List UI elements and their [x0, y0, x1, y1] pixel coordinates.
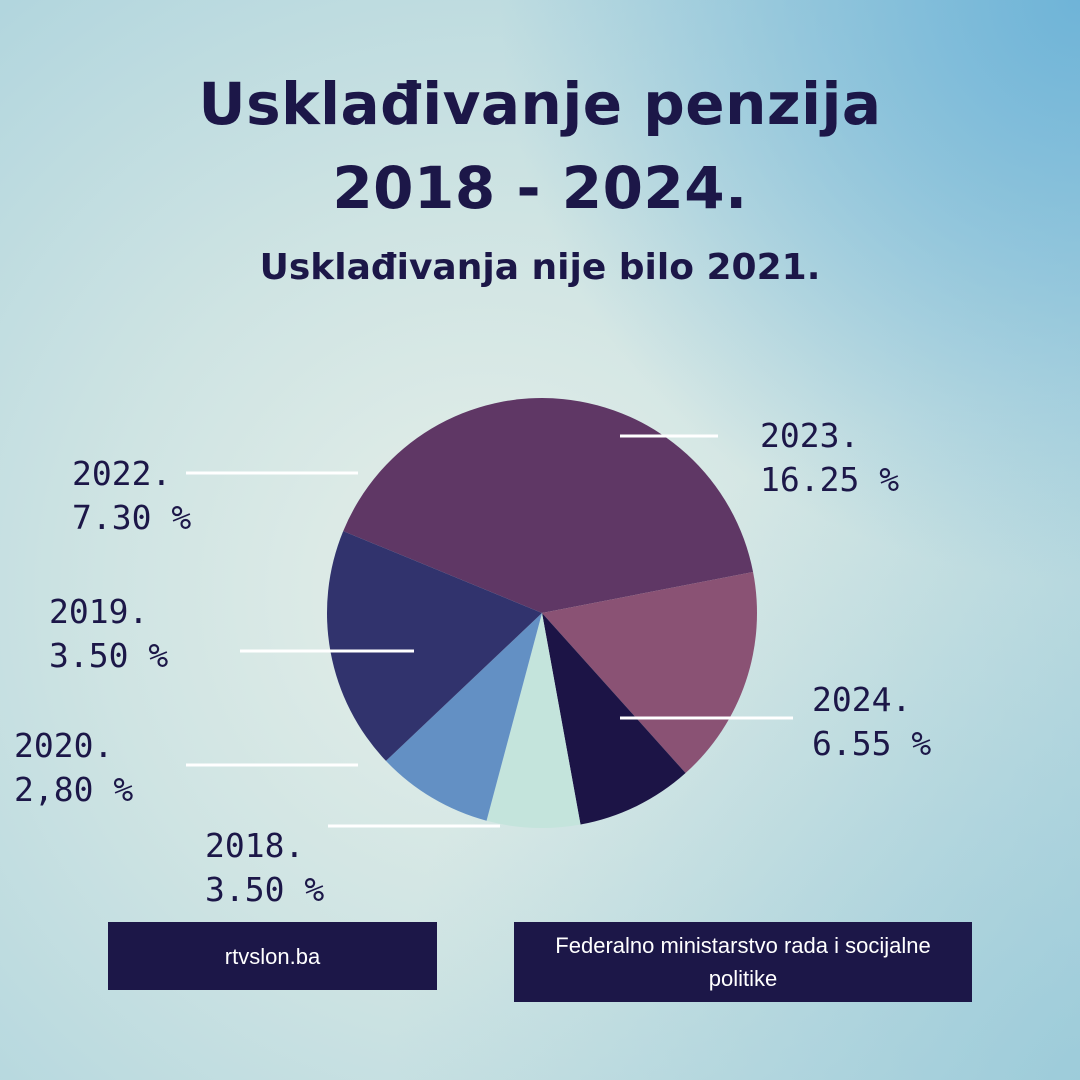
slice-label-value: 3.50 % [49, 636, 169, 675]
slice-label-2024: 2024. 6.55 % [812, 678, 931, 766]
slice-label-year: 2022. [72, 454, 172, 493]
slice-label-year: 2024. [812, 680, 912, 719]
slice-label-year: 2018. [205, 826, 305, 865]
slice-label-2018: 2018. 3.50 % [205, 824, 324, 912]
slice-label-year: 2019. [49, 592, 149, 631]
slice-label-year: 2023. [760, 416, 860, 455]
slice-label-value: 16.25 % [760, 460, 900, 499]
source-website-text: rtvslon.ba [224, 943, 321, 969]
slice-label-value: 3.50 % [205, 870, 325, 909]
slice-label-2023: 2023. 16.25 % [760, 414, 899, 502]
title-line-2: 2018 - 2024. [332, 154, 748, 222]
page-subtitle: Usklađivanja nije bilo 2021. [259, 247, 821, 288]
pie-slice-2022 [327, 531, 542, 761]
page-title: Usklađivanje penzija 2018 - 2024. [0, 62, 1080, 230]
slice-label-year: 2020. [14, 726, 114, 765]
slice-label-value: 2,80 % [14, 770, 134, 809]
source-box-website: rtvslon.ba [108, 922, 437, 990]
slice-label-2020: 2020. 2,80 % [14, 724, 133, 812]
title-line-1: Usklađivanje penzija [198, 70, 882, 138]
slice-label-2022: 2022. 7.30 % [72, 452, 191, 540]
pie-slice-2020 [486, 613, 581, 828]
slice-label-2019: 2019. 3.50 % [49, 590, 168, 678]
slice-label-value: 6.55 % [812, 724, 932, 763]
slice-label-value: 7.30 % [72, 498, 192, 537]
source-ministry-text: Federalno ministarstvo rada i socijalne … [555, 933, 931, 991]
pie-slice-2019 [385, 613, 542, 821]
source-box-ministry: Federalno ministarstvo rada i socijalne … [514, 922, 972, 1002]
pie-slice-2024 [542, 572, 757, 774]
pie-slice-2018 [542, 613, 686, 825]
pie-slice-2023 [343, 397, 754, 613]
